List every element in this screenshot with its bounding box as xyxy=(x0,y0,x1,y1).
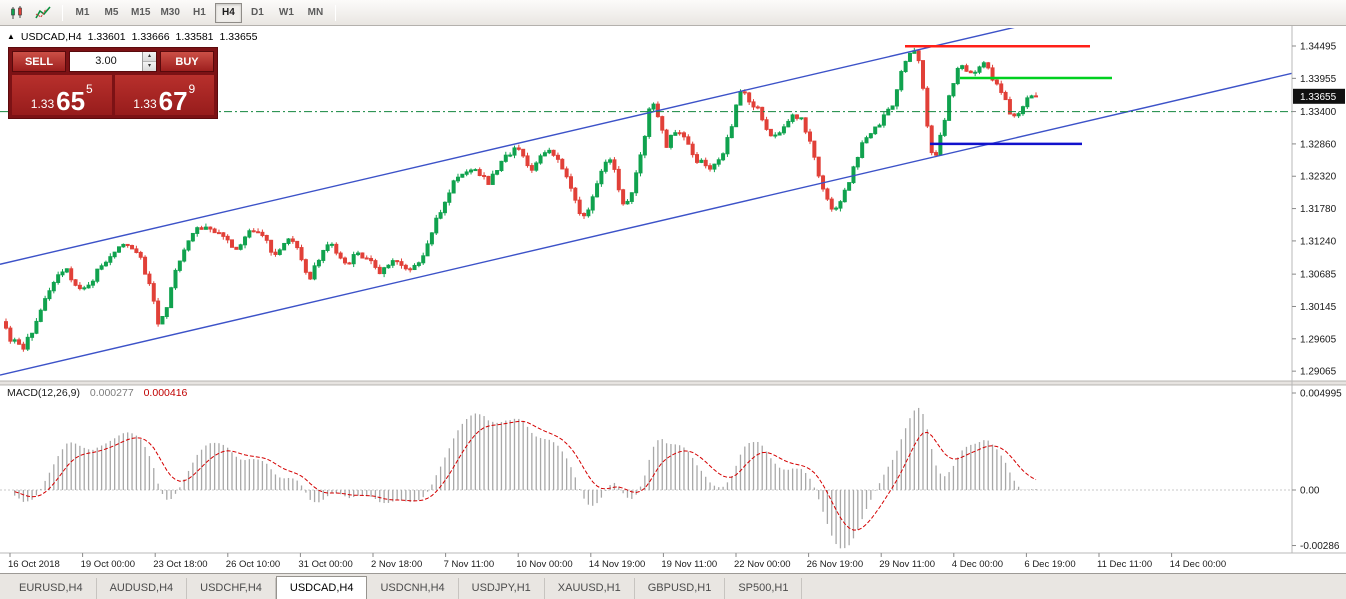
symbol-tab-audusd[interactable]: AUDUSD,H4 xyxy=(97,578,188,599)
volume-down-button[interactable]: ▾ xyxy=(143,62,156,71)
chart-canvas[interactable]: 1.34495 1.33955 1.33400 1.32860 1.32320 1.317… xyxy=(0,26,1346,573)
candles-group xyxy=(4,47,1038,352)
volume-spinner: ▴ ▾ xyxy=(142,52,156,71)
ohlc-open: 1.33601 xyxy=(87,31,126,43)
time-axis: 16 Oct 2018 19 Oct 00:00 23 Oct 18:00 26 Oc… xyxy=(0,552,1346,570)
macd-label: MACD(12,26,9) 0.000277 0.000416 xyxy=(7,387,187,399)
timeframe-m5[interactable]: M5 xyxy=(104,6,119,18)
svg-text:1.29065: 1.29065 xyxy=(1300,367,1337,378)
buy-price-big: 67 xyxy=(158,85,188,116)
sell-button[interactable]: SELL xyxy=(12,51,66,72)
ohlc-high: 1.33666 xyxy=(131,31,170,43)
svg-text:16 Oct 2018: 16 Oct 2018 xyxy=(8,559,60,570)
sell-price[interactable]: 1.33 65 5 xyxy=(12,75,112,115)
svg-text:26 Nov 19:00: 26 Nov 19:00 xyxy=(807,559,864,570)
svg-text:1.31780: 1.31780 xyxy=(1300,204,1337,215)
svg-text:6 Dec 19:00: 6 Dec 19:00 xyxy=(1024,559,1075,570)
symbol-tab-usdchf[interactable]: USDCHF,H4 xyxy=(187,578,276,599)
macd-title: MACD(12,26,9) xyxy=(7,387,80,399)
svg-text:22 Nov 00:00: 22 Nov 00:00 xyxy=(734,559,791,570)
chart-region: 1.34495 1.33955 1.33400 1.32860 1.32320 1.317… xyxy=(0,26,1346,573)
timeframe-mn[interactable]: MN xyxy=(307,6,324,18)
toolbar-separator xyxy=(62,4,63,21)
macd-signal-line xyxy=(14,420,1037,531)
timeframe-h4[interactable]: H4 xyxy=(214,2,242,23)
svg-text:0.00: 0.00 xyxy=(1300,486,1320,497)
timeframe-m30[interactable]: M30 xyxy=(160,6,180,18)
svg-text:7 Nov 11:00: 7 Nov 11:00 xyxy=(444,559,495,570)
volume-input[interactable]: 3.00 ▴ ▾ xyxy=(69,51,157,72)
symbol-tabbar: EURUSD,H4 AUDUSD,H4 USDCHF,H4 USDCAD,H4 USDC… xyxy=(0,573,1346,599)
timeframe-d1[interactable]: D1 xyxy=(251,6,264,18)
svg-text:1.31240: 1.31240 xyxy=(1300,236,1337,247)
timeframe-m15[interactable]: M15 xyxy=(131,6,151,18)
symbol-tab-sp500[interactable]: SP500,H1 xyxy=(725,578,803,599)
svg-text:1.29605: 1.29605 xyxy=(1300,334,1337,345)
svg-text:1.32860: 1.32860 xyxy=(1300,139,1337,150)
symbol-tab-xauusd[interactable]: XAUUSD,H1 xyxy=(545,578,635,599)
symbol-tab-usdcad[interactable]: USDCAD,H4 xyxy=(275,576,368,599)
price-up-arrow-icon: ▲ xyxy=(7,32,15,41)
one-click-trading-panel: SELL 3.00 ▴ ▾ BUY 1.33 65 5 1.33 xyxy=(8,47,218,119)
svg-text:2 Nov 18:00: 2 Nov 18:00 xyxy=(371,559,422,570)
current-price-badge xyxy=(1293,88,1345,104)
svg-text:23 Oct 18:00: 23 Oct 18:00 xyxy=(153,559,207,570)
candlestick-glyph xyxy=(11,5,22,19)
svg-text:1.33400: 1.33400 xyxy=(1300,107,1337,118)
svg-text:11 Dec 11:00: 11 Dec 11:00 xyxy=(1097,559,1152,570)
indicators-icon[interactable] xyxy=(32,3,56,23)
timeframe-m1[interactable]: M1 xyxy=(75,6,90,18)
toolbar-separator xyxy=(334,4,336,21)
timeframe-group: M1 M5 M15 M30 H1 H4 D1 W1 MN xyxy=(68,2,330,23)
svg-text:1.30145: 1.30145 xyxy=(1300,302,1337,313)
macd-value: 0.000277 xyxy=(89,387,134,399)
svg-text:1.34495: 1.34495 xyxy=(1300,42,1337,53)
symbol-tab-usdcnh[interactable]: USDCNH,H4 xyxy=(367,578,459,599)
svg-text:1.30685: 1.30685 xyxy=(1300,270,1337,281)
svg-text:1.33955: 1.33955 xyxy=(1300,74,1337,85)
svg-text:19 Oct 00:00: 19 Oct 00:00 xyxy=(81,559,135,570)
svg-text:14 Nov 19:00: 14 Nov 19:00 xyxy=(589,559,646,570)
volume-up-button[interactable]: ▴ xyxy=(143,52,156,62)
symbol-tab-eurusd[interactable]: EURUSD,H4 xyxy=(6,578,97,599)
ohlc-low: 1.33581 xyxy=(175,31,214,43)
svg-text:14 Dec 00:00: 14 Dec 00:00 xyxy=(1170,559,1227,570)
svg-text:1.33655: 1.33655 xyxy=(1300,92,1337,103)
buy-price-prefix: 1.33 xyxy=(133,97,157,111)
macd-histogram xyxy=(0,407,1292,549)
svg-text:26 Oct 10:00: 26 Oct 10:00 xyxy=(226,559,280,570)
chart-header: ▲ USDCAD,H4 1.33601 1.33666 1.33581 1.33… xyxy=(7,31,257,43)
chart-symbol-label: USDCAD,H4 xyxy=(20,31,82,43)
price-axis: 1.34495 1.33955 1.33400 1.32860 1.32320 1.317… xyxy=(1291,26,1345,553)
symbol-tab-usdjpy[interactable]: USDJPY,H1 xyxy=(459,578,545,599)
svg-text:19 Nov 11:00: 19 Nov 11:00 xyxy=(661,559,717,570)
chart-type-icon[interactable] xyxy=(6,3,30,23)
svg-text:10 Nov 00:00: 10 Nov 00:00 xyxy=(516,559,573,570)
volume-value: 3.00 xyxy=(95,55,117,67)
pane-splitter xyxy=(0,381,1346,385)
macd-signal-value: 0.000416 xyxy=(143,387,188,399)
symbol-tab-gbpusd[interactable]: GBPUSD,H1 xyxy=(635,578,726,599)
indicator-glyph xyxy=(35,5,51,18)
ohlc-close: 1.33655 xyxy=(219,31,258,43)
buy-button[interactable]: BUY xyxy=(160,51,214,72)
buy-price[interactable]: 1.33 67 9 xyxy=(114,75,214,116)
svg-text:29 Nov 11:00: 29 Nov 11:00 xyxy=(879,559,935,570)
sell-price-sup: 5 xyxy=(86,82,93,96)
svg-text:0.004995: 0.004995 xyxy=(1300,389,1342,400)
toolbar: M1 M5 M15 M30 H1 H4 D1 W1 MN xyxy=(0,0,1346,26)
svg-text:4 Dec 00:00: 4 Dec 00:00 xyxy=(952,559,1003,570)
sell-price-prefix: 1.33 xyxy=(30,97,55,111)
svg-text:1.32320: 1.32320 xyxy=(1300,172,1337,183)
svg-text:-0.00286: -0.00286 xyxy=(1300,541,1340,552)
timeframe-h1[interactable]: H1 xyxy=(193,6,206,18)
svg-text:31 Oct 00:00: 31 Oct 00:00 xyxy=(298,559,352,570)
timeframe-w1[interactable]: W1 xyxy=(278,6,294,18)
buy-price-sup: 9 xyxy=(188,82,196,96)
sell-price-big: 65 xyxy=(56,85,86,116)
